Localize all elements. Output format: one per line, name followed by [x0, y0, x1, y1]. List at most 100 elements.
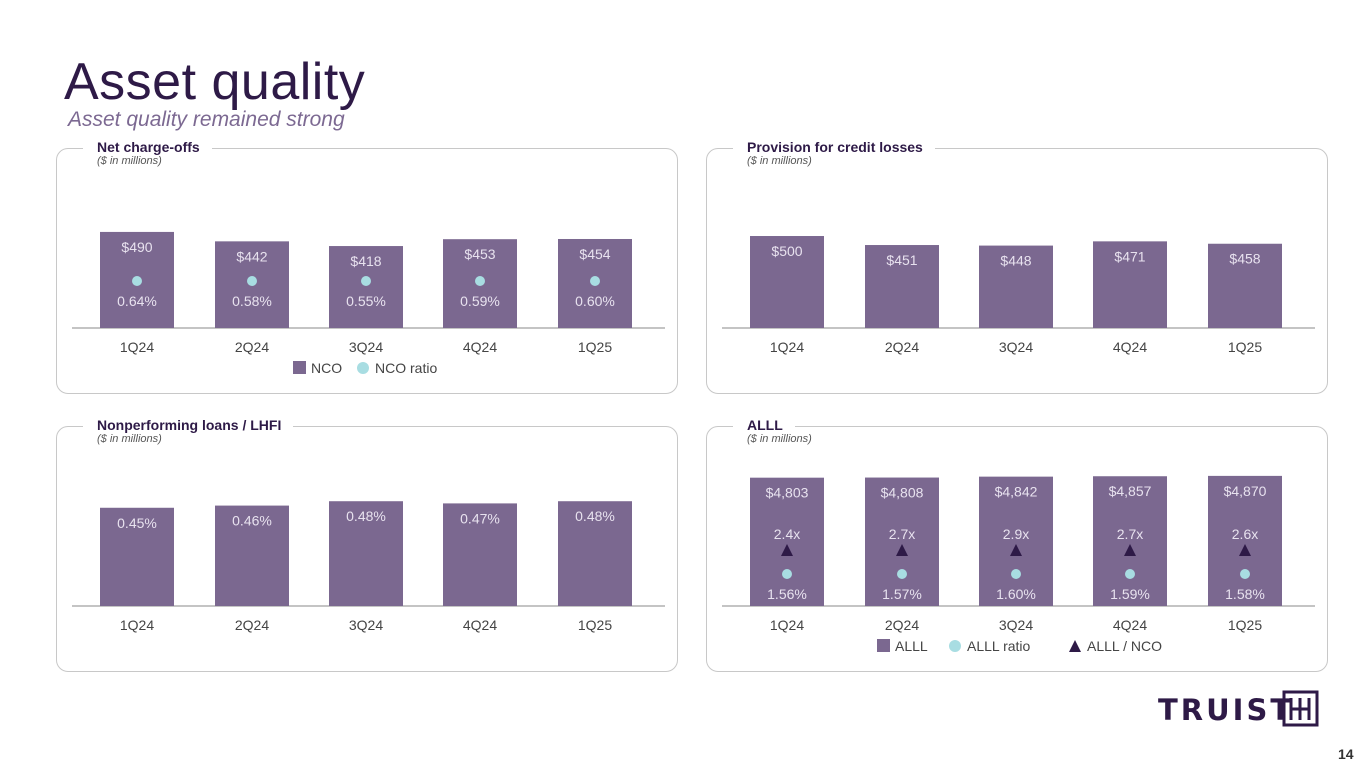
ratio-label: 0.64%: [117, 293, 157, 309]
ratio-label: 1.58%: [1225, 586, 1265, 602]
bar: [215, 505, 289, 606]
panel-unit: ($ in millions): [747, 433, 812, 445]
panel-unit: ($ in millions): [97, 155, 162, 167]
ratio-label: 1.59%: [1110, 586, 1150, 602]
panel-net-charge-offs: $490 1Q24 0.64% $442 2Q24 0.58% $418 3Q24 0.55% $…: [56, 139, 678, 394]
multiple-triangle: [896, 544, 908, 556]
ratio-dot: [1240, 569, 1250, 579]
ratio-label: 0.59%: [460, 293, 500, 309]
bar-label: 0.48%: [346, 508, 386, 524]
category-label: 1Q24: [120, 617, 154, 633]
panel-title: Nonperforming loans / LHFI: [83, 417, 294, 433]
ratio-label: 0.58%: [232, 293, 272, 309]
legend-label: ALLL ratio: [967, 638, 1031, 654]
bar-label: $453: [464, 246, 495, 262]
category-label: 1Q24: [770, 617, 804, 633]
bar: [865, 477, 939, 606]
bar-label: 0.46%: [232, 513, 272, 529]
legend-swatch-ratio: [357, 362, 369, 374]
category-label: 4Q24: [463, 617, 497, 633]
panel-title: Provision for credit losses: [733, 139, 935, 155]
ratio-dot: [475, 276, 485, 286]
bar-label: $4,870: [1224, 483, 1267, 499]
chart-svg: $4,803 1Q24 2.4x 1.56% $4,808 2Q24 2.7x 1.57% $4…: [722, 475, 1315, 654]
multiple-label: 2.7x: [1117, 526, 1143, 542]
category-label: 1Q25: [578, 617, 612, 633]
category-label: 1Q25: [1228, 339, 1262, 355]
truist-logo: TRUIST: [1158, 689, 1320, 734]
bar: [1093, 476, 1167, 606]
bar-label: 0.47%: [460, 510, 500, 526]
category-label: 4Q24: [1113, 339, 1147, 355]
panel-alll: $4,803 1Q24 2.4x 1.56% $4,808 2Q24 2.7x 1.57% $4…: [706, 417, 1328, 672]
page-number: 14: [1338, 746, 1354, 762]
ratio-label: 0.55%: [346, 293, 386, 309]
ratio-dot: [247, 276, 257, 286]
ratio-label: 0.60%: [575, 293, 615, 309]
panel-title: Net charge-offs: [83, 139, 212, 155]
bar: [558, 501, 632, 606]
ratio-label: 1.57%: [882, 586, 922, 602]
panel-unit: ($ in millions): [747, 155, 812, 167]
ratio-dot: [782, 569, 792, 579]
bar-label: $454: [579, 246, 610, 262]
ratio-dot: [897, 569, 907, 579]
chart-svg: 0.45% 1Q24 0.46% 2Q24 0.48% 3Q24 0.47% 4Q24 0.48…: [72, 501, 665, 633]
category-label: 3Q24: [999, 339, 1033, 355]
ratio-dot: [590, 276, 600, 286]
legend-swatch-multiple: [1069, 640, 1081, 652]
page-title: Asset quality: [64, 53, 366, 111]
bar: [1208, 243, 1282, 328]
category-label: 3Q24: [999, 617, 1033, 633]
multiple-triangle: [1010, 544, 1022, 556]
multiple-label: 2.4x: [774, 526, 800, 542]
bar-label: $448: [1000, 253, 1031, 269]
ratio-dot: [361, 276, 371, 286]
bar: [329, 501, 403, 606]
multiple-triangle: [1124, 544, 1136, 556]
category-label: 2Q24: [235, 339, 269, 355]
ratio-dot: [1125, 569, 1135, 579]
bar-label: $500: [771, 243, 802, 259]
category-label: 1Q25: [1228, 617, 1262, 633]
panel-nonperforming-loans: 0.45% 1Q24 0.46% 2Q24 0.48% 3Q24 0.47% 4Q24 0.48…: [56, 417, 678, 672]
multiple-triangle: [781, 544, 793, 556]
bar: [979, 476, 1053, 606]
legend-swatch-bar: [877, 639, 890, 652]
bar: [1208, 475, 1282, 606]
ratio-dot: [1011, 569, 1021, 579]
page-subtitle: Asset quality remained strong: [68, 108, 345, 131]
bar-label: $4,857: [1109, 483, 1152, 499]
legend-swatch-bar: [293, 361, 306, 374]
legend-swatch-ratio: [949, 640, 961, 652]
category-label: 2Q24: [885, 339, 919, 355]
bar: [979, 245, 1053, 328]
panel-provision: $500 1Q24 $451 2Q24 $448 3Q24 $471 4Q24 $458 1Q25…: [706, 139, 1328, 394]
bar-label: 0.48%: [575, 508, 615, 524]
bar-label: $451: [886, 252, 917, 268]
ratio-dot: [132, 276, 142, 286]
ratio-label: 1.60%: [996, 586, 1036, 602]
multiple-label: 2.9x: [1003, 526, 1029, 542]
legend-label: ALLL: [895, 638, 928, 654]
category-label: 2Q24: [235, 617, 269, 633]
bar-label: $418: [350, 253, 381, 269]
multiple-label: 2.6x: [1232, 526, 1258, 542]
panel-title: ALLL: [733, 417, 795, 433]
bar: [100, 507, 174, 606]
category-label: 4Q24: [463, 339, 497, 355]
category-label: 2Q24: [885, 617, 919, 633]
category-label: 1Q25: [578, 339, 612, 355]
bar: [750, 236, 824, 328]
svg-text:TRUIST: TRUIST: [1158, 693, 1293, 727]
bar: [443, 503, 517, 606]
category-label: 4Q24: [1113, 617, 1147, 633]
bar: [1093, 241, 1167, 328]
bar: [750, 477, 824, 606]
category-label: 3Q24: [349, 339, 383, 355]
bar-label: $4,808: [881, 485, 924, 501]
ratio-label: 1.56%: [767, 586, 807, 602]
multiple-triangle: [1239, 544, 1251, 556]
legend-label: NCO ratio: [375, 360, 437, 376]
bar: [329, 246, 403, 328]
